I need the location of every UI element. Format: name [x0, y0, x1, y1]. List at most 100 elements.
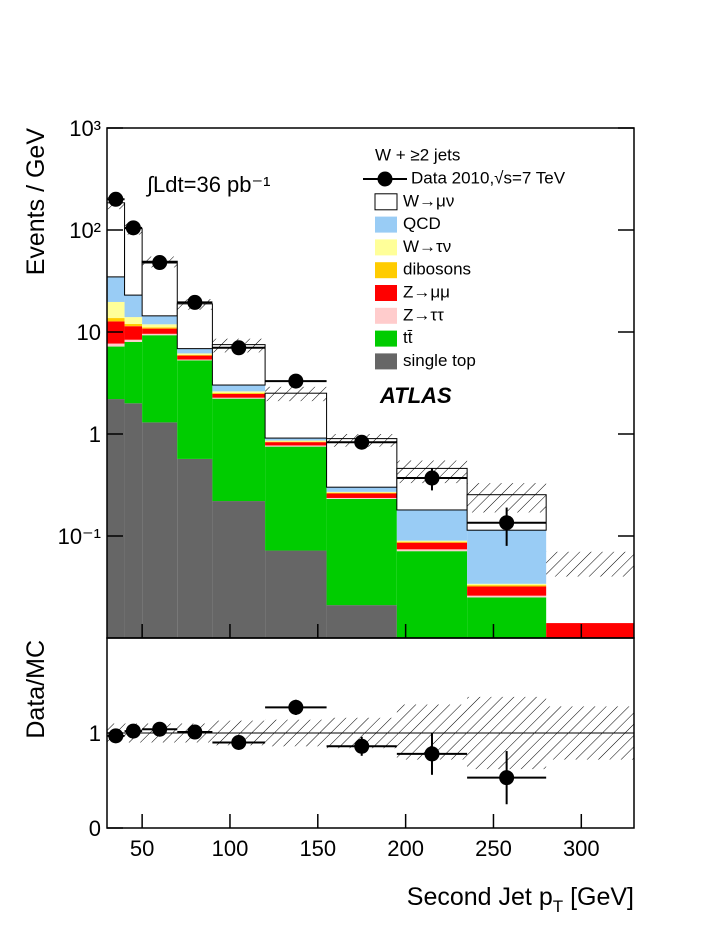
- stack-segment: [124, 317, 143, 324]
- data-point: [499, 515, 515, 531]
- legend-label: QCD: [403, 214, 441, 233]
- legend-label: Z→ττ: [403, 305, 444, 324]
- main-plot: [107, 191, 634, 638]
- stack-segment: [177, 355, 213, 360]
- stack-segment: [265, 440, 327, 442]
- legend-title: W + ≥2 jets: [375, 145, 460, 164]
- stack-segment: [142, 324, 178, 328]
- stack-segment: [265, 445, 327, 447]
- data-point: [152, 255, 168, 271]
- data-point: [187, 294, 203, 310]
- x-tick-label: 50: [130, 836, 154, 861]
- stack-segment: [107, 399, 125, 638]
- stack-segment: [142, 333, 178, 336]
- x-title-text: Second Jet p: [407, 883, 553, 911]
- data-point: [424, 746, 440, 762]
- legend-swatch: [375, 239, 397, 256]
- stack-segment: [212, 393, 266, 394]
- data-point: [187, 724, 203, 740]
- stack-segment: [177, 359, 213, 361]
- stack-segment: [326, 491, 397, 493]
- stack-segment: [142, 335, 178, 423]
- x-title-suffix: [GeV]: [563, 883, 634, 911]
- stack-segment: [177, 354, 213, 356]
- data-point: [125, 723, 141, 739]
- x-title-sub: T: [553, 897, 563, 916]
- data-point: [231, 735, 247, 750]
- ratio-plot: [107, 696, 634, 805]
- stack-segment: [124, 228, 143, 296]
- stack-segment: [124, 341, 143, 404]
- stack-segment: [326, 497, 397, 499]
- stack-segment: [467, 595, 547, 598]
- x-tick-label: 150: [299, 836, 336, 861]
- data-point: [288, 699, 304, 715]
- stack-segment: [177, 458, 213, 638]
- y-tick-label: 0: [89, 816, 101, 841]
- y-tick-label: 10⁻¹: [58, 524, 101, 549]
- stack-segment: [326, 493, 397, 498]
- stack-segment: [124, 326, 143, 340]
- stack-segment: [396, 541, 468, 543]
- legend-swatch: [375, 216, 397, 233]
- x-tick-label: 200: [387, 836, 424, 861]
- y-axis-title: Events / GeV: [22, 128, 50, 276]
- stack-segment: [265, 438, 327, 441]
- data-point: [108, 191, 124, 207]
- legend-swatch: [375, 262, 397, 279]
- stack-segment: [142, 328, 178, 334]
- data-point: [108, 728, 124, 744]
- data-point: [125, 220, 141, 236]
- mc-uncertainty: [546, 551, 634, 577]
- legend-label: dibosons: [403, 260, 471, 279]
- y-tick-label: 10³: [69, 116, 101, 141]
- stack-segment: [396, 551, 468, 638]
- x-tick-label: 300: [563, 836, 600, 861]
- stack-segment: [265, 550, 327, 638]
- stack-segment: [177, 348, 213, 354]
- atlas-label: ATLAS: [379, 383, 452, 408]
- stack-segment: [124, 295, 143, 318]
- legend-label: single top: [403, 351, 476, 370]
- stack-segment: [124, 339, 143, 342]
- stack-segment: [107, 301, 125, 319]
- stack-segment: [326, 605, 397, 638]
- legend-label: Data 2010,√s=7 TeV: [411, 168, 566, 187]
- stack-segment: [396, 542, 468, 550]
- stack-segment: [467, 586, 547, 596]
- data-point: [424, 470, 440, 486]
- data-point: [354, 434, 370, 450]
- stack-segment: [142, 315, 178, 325]
- stack-segment: [467, 585, 547, 587]
- data-point: [288, 373, 304, 389]
- stack-segment: [396, 540, 468, 542]
- stack-segment: [326, 498, 397, 606]
- stack-segment: [265, 446, 327, 551]
- legend-swatch: [375, 285, 397, 301]
- legend-label: Z→μμ: [403, 282, 450, 301]
- stack-segment: [326, 492, 397, 494]
- data-point: [354, 738, 370, 754]
- stack-segment: [212, 398, 266, 502]
- legend-label: tt̄: [403, 328, 413, 347]
- stack-segment: [107, 276, 125, 302]
- stack-segment: [467, 597, 547, 638]
- stack-segment: [124, 403, 143, 638]
- stack-segment: [396, 509, 468, 541]
- legend-swatch: [375, 307, 397, 324]
- y-tick-label: 10²: [69, 218, 101, 243]
- data-point: [152, 721, 168, 737]
- stack-segment: [141, 260, 178, 317]
- stack-segment: [326, 487, 397, 492]
- stack-segment: [177, 353, 213, 355]
- x-tick-label: 250: [475, 836, 512, 861]
- stack-segment: [212, 391, 266, 394]
- mc-uncertainty: [265, 386, 327, 402]
- y-tick-label: 10: [77, 320, 101, 345]
- legend-label: W→μν: [403, 191, 454, 210]
- x-tick-label: 100: [212, 836, 249, 861]
- stack-segment: [107, 343, 125, 347]
- legend-swatch: [375, 353, 397, 370]
